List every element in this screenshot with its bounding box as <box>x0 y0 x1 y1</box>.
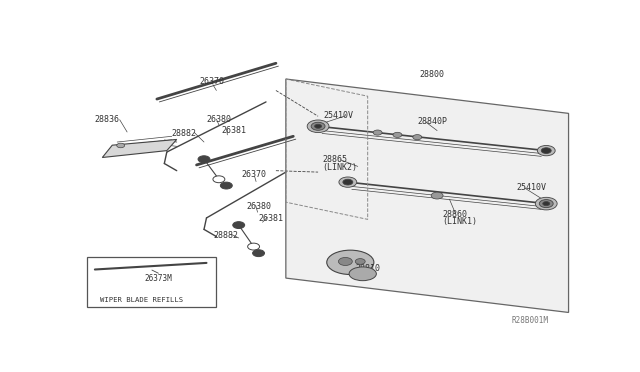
Text: 26381: 26381 <box>221 126 246 135</box>
Text: (LINK1): (LINK1) <box>442 217 477 226</box>
Circle shape <box>538 145 555 156</box>
Text: 25410V: 25410V <box>516 183 547 192</box>
Circle shape <box>233 222 244 228</box>
Text: (LINK2): (LINK2) <box>322 163 357 172</box>
Circle shape <box>393 132 402 137</box>
Circle shape <box>339 257 352 266</box>
Circle shape <box>220 182 232 189</box>
Text: 26370: 26370 <box>241 170 266 179</box>
Ellipse shape <box>349 267 376 280</box>
Text: R28B001M: R28B001M <box>511 316 548 325</box>
Circle shape <box>253 250 264 257</box>
Text: 25410V: 25410V <box>323 111 353 120</box>
Circle shape <box>343 179 353 185</box>
Circle shape <box>431 192 443 199</box>
Circle shape <box>339 177 356 187</box>
Polygon shape <box>102 140 177 157</box>
Polygon shape <box>286 79 568 312</box>
Text: 26373M: 26373M <box>145 273 172 283</box>
Circle shape <box>373 130 382 135</box>
Text: WIPER BLADE REFILLS: WIPER BLADE REFILLS <box>100 297 183 303</box>
Text: 28840P: 28840P <box>417 118 447 126</box>
Circle shape <box>413 135 422 140</box>
Ellipse shape <box>327 250 374 275</box>
Text: 26380: 26380 <box>246 202 271 211</box>
Circle shape <box>116 143 125 148</box>
Text: 26380: 26380 <box>207 115 232 124</box>
Circle shape <box>315 124 321 128</box>
Text: 26381: 26381 <box>259 214 284 223</box>
Circle shape <box>307 120 329 132</box>
Circle shape <box>541 148 551 154</box>
Text: 28865: 28865 <box>322 155 347 164</box>
Circle shape <box>355 259 365 264</box>
Text: 28860: 28860 <box>442 210 467 219</box>
Text: 28810: 28810 <box>355 264 380 273</box>
Text: 28882: 28882 <box>214 231 239 240</box>
Circle shape <box>535 197 557 210</box>
Circle shape <box>540 200 553 208</box>
Text: 28836: 28836 <box>95 115 120 124</box>
Circle shape <box>311 122 325 130</box>
Text: 28882: 28882 <box>172 129 196 138</box>
Circle shape <box>198 156 210 163</box>
Circle shape <box>543 202 550 206</box>
Circle shape <box>213 176 225 183</box>
Bar <box>88 257 216 307</box>
Text: 28800: 28800 <box>420 70 445 79</box>
Circle shape <box>248 243 260 250</box>
Text: 26370: 26370 <box>199 77 224 86</box>
